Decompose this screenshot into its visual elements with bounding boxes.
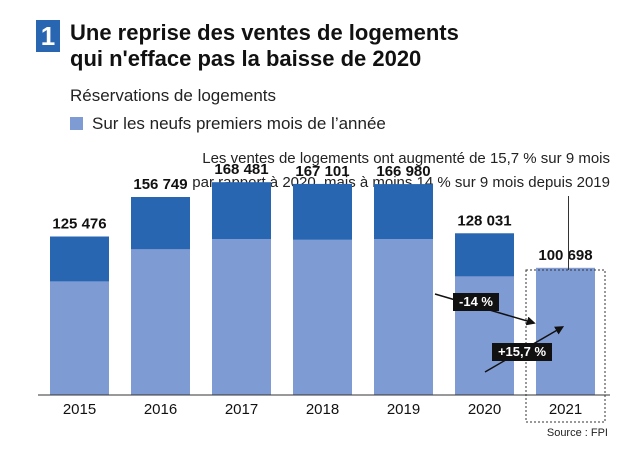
- chart-title-line-2: qui n'efface pas la baisse de 2020: [70, 46, 422, 71]
- x-tick-label-2020: 2020: [468, 401, 501, 418]
- bar-nine-months-2017: [212, 239, 271, 395]
- x-tick-label-2019: 2019: [387, 401, 420, 418]
- legend: Sur les neufs premiers mois de l’année: [70, 114, 386, 134]
- title-badge: 1: [36, 20, 60, 52]
- legend-label: Sur les neufs premiers mois de l’année: [92, 114, 386, 133]
- callout-box-minus-14: [453, 293, 499, 311]
- data-label-2020: 128 031: [457, 212, 511, 229]
- chart-subtitle: Réservations de logements: [70, 86, 277, 105]
- x-tick-label-2016: 2016: [144, 401, 177, 418]
- bar-nine-months-2015: [50, 281, 109, 395]
- bar-nine-months-2021: [536, 267, 595, 395]
- x-tick-label-2018: 2018: [306, 401, 339, 418]
- x-tick-label-2017: 2017: [225, 401, 258, 418]
- source-note: Source : FPI: [546, 427, 608, 439]
- chart-title-line-1: Une reprise des ventes de logements: [70, 20, 459, 45]
- data-label-2017: 168 481: [214, 161, 268, 178]
- data-label-2015: 125 476: [52, 216, 106, 233]
- data-label-2019: 166 980: [376, 163, 430, 180]
- data-label-2021: 100 698: [538, 247, 592, 264]
- callout-label-minus-14: -14 %: [459, 294, 493, 309]
- bar-nine-months-2019: [374, 239, 433, 395]
- bar-nine-months-2018: [293, 239, 352, 395]
- data-label-2018: 167 101: [295, 163, 349, 180]
- x-tick-label-2021: 2021: [549, 401, 582, 418]
- callout-label-plus-15-7: +15,7 %: [498, 344, 547, 359]
- data-label-2016: 156 749: [133, 176, 187, 193]
- annotation-line-1: Les ventes de logements ont augmenté de …: [202, 150, 610, 167]
- bar-nine-months-2016: [131, 249, 190, 395]
- x-tick-label-2015: 2015: [63, 401, 96, 418]
- callout-box-plus-15-7: [492, 343, 552, 361]
- legend-swatch: [70, 117, 83, 130]
